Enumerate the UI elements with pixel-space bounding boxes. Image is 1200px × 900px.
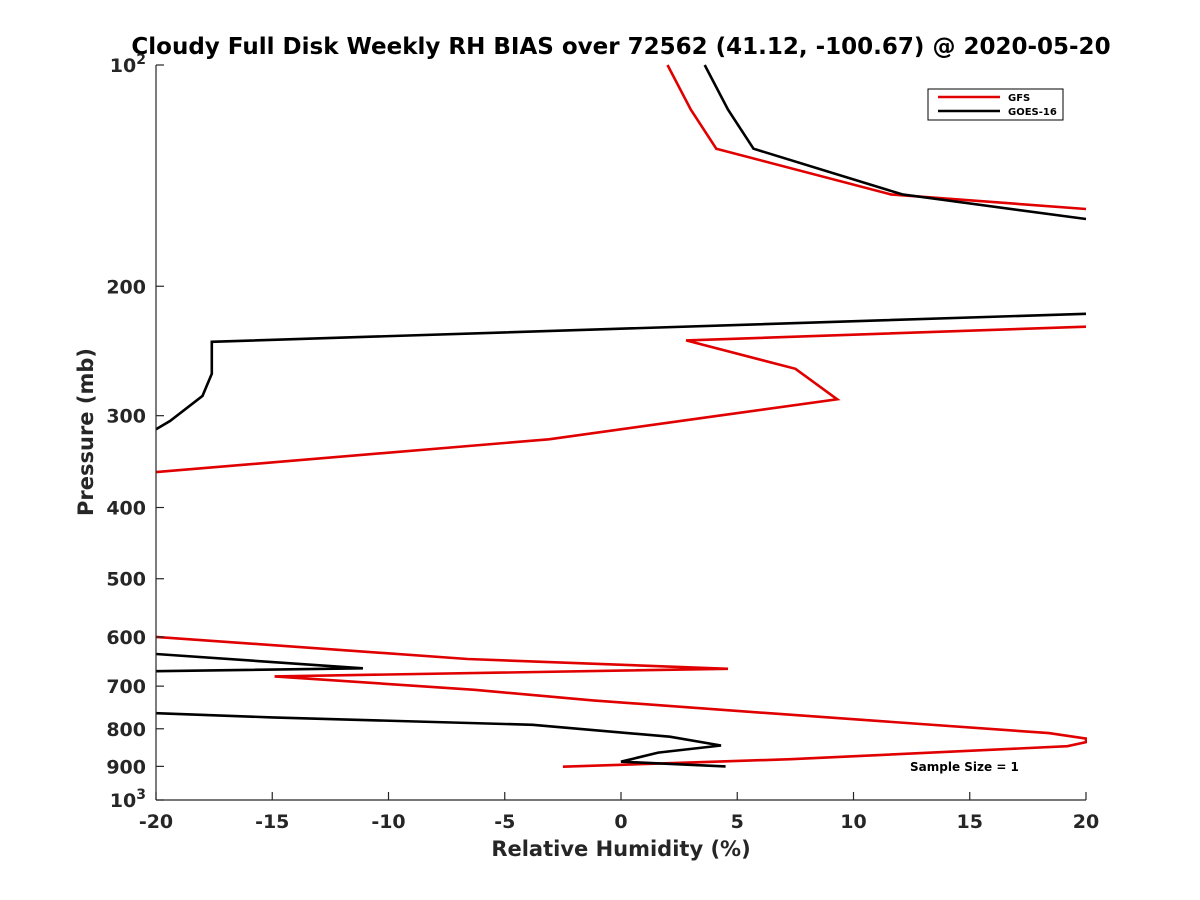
y-axis-ticks: 102 200 300 400 500 600 700 800 900 103 xyxy=(106,52,164,812)
legend-box xyxy=(927,88,1064,121)
series-line-gfs xyxy=(156,64,1087,768)
x-tick-label: 5 xyxy=(731,811,744,833)
x-tick-label: -20 xyxy=(139,811,173,833)
y-tick-label: 800 xyxy=(106,719,146,741)
y-tick-label: 400 xyxy=(106,498,146,520)
x-axis-label: Relative Humidity (%) xyxy=(491,837,750,861)
y-tick-label: 103 xyxy=(110,787,146,812)
x-tick-label: -5 xyxy=(494,811,515,833)
y-tick-label: 102 xyxy=(110,52,146,77)
x-tick-label: -10 xyxy=(371,811,405,833)
y-axis-label: Pressure (mb) xyxy=(74,348,98,516)
x-tick-label: 10 xyxy=(840,811,866,833)
x-tick-label: -15 xyxy=(255,811,289,833)
legend-label-goes-16: GOES-16 xyxy=(1008,107,1057,118)
series-line-goes-16 xyxy=(156,64,1087,768)
legend: GFS GOES-16 xyxy=(927,88,1064,121)
y-tick-label: 500 xyxy=(106,569,146,591)
x-axis-ticks: -20 -15 -10 -5 0 5 10 15 20 xyxy=(139,792,1099,833)
legend-label-gfs: GFS xyxy=(1008,93,1030,104)
y-tick-label: 200 xyxy=(106,276,146,298)
y-tick-label: 700 xyxy=(106,676,146,698)
x-tick-label: 0 xyxy=(614,811,627,833)
y-tick-label: 900 xyxy=(106,756,146,778)
sample-size-annotation: Sample Size = 1 xyxy=(910,760,1019,774)
y-tick-label: 300 xyxy=(106,406,146,428)
x-tick-label: 15 xyxy=(957,811,983,833)
y-tick-label: 600 xyxy=(106,627,146,649)
plot-area xyxy=(156,64,1087,768)
chart-title: Cloudy Full Disk Weekly RH BIAS over 725… xyxy=(131,34,1110,60)
x-tick-label: 20 xyxy=(1073,811,1099,833)
